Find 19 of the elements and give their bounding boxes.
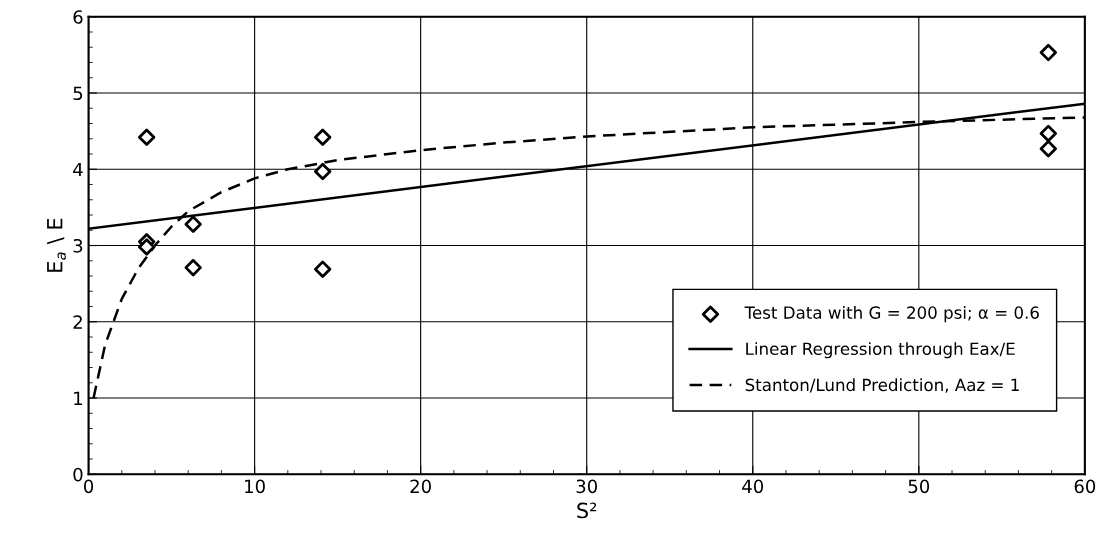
- y-tick-label: 0: [73, 467, 83, 482]
- x-axis-title: S²: [577, 502, 597, 519]
- x-tick-label: 10: [245, 479, 265, 494]
- x-tick-label: 0: [84, 479, 94, 494]
- y-tick-label: 2: [73, 315, 82, 329]
- legend-label: Linear Regression through Eax/E: [746, 342, 1015, 359]
- y-axis-title: E$_{a}$ \ E: [47, 218, 66, 272]
- legend-label: Test Data with G = 200 psi; α = 0.6: [744, 306, 1039, 323]
- y-tick-label: 3: [73, 238, 83, 253]
- x-tick-label: 40: [742, 479, 764, 494]
- x-tick-label: 20: [410, 479, 431, 494]
- y-tick-label: 6: [73, 10, 83, 24]
- x-tick-label: 30: [576, 479, 597, 494]
- y-tick-label: 5: [73, 86, 83, 101]
- y-tick-label: 1: [74, 391, 83, 405]
- x-tick-label: 50: [908, 479, 930, 494]
- y-tick-label: 4: [73, 162, 83, 177]
- legend-label: Stanton/Lund Prediction, Aaz = 1: [745, 378, 1019, 393]
- x-tick-label: 60: [1074, 479, 1096, 494]
